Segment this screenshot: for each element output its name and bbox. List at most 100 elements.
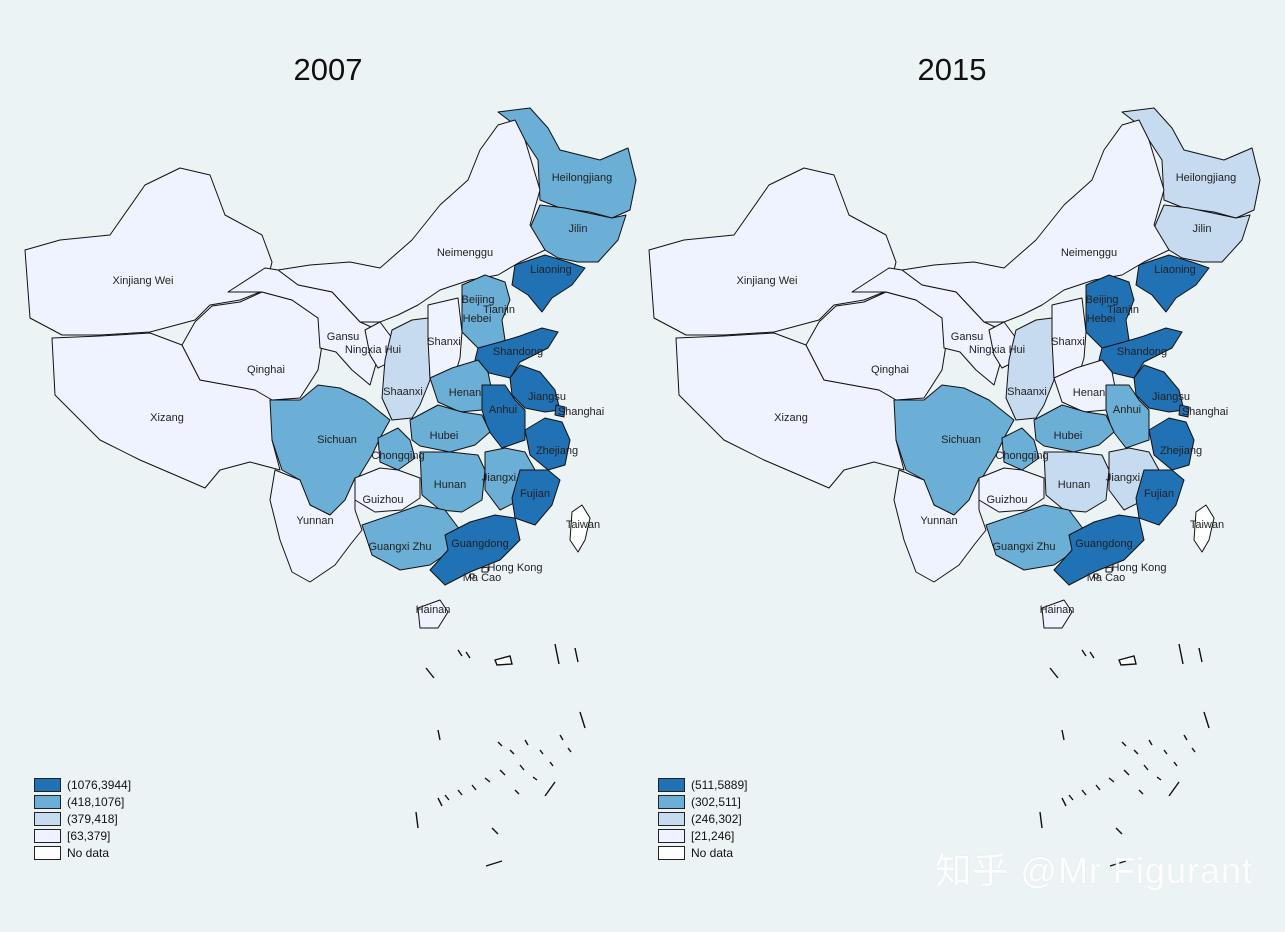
china-map: Heilongjiang Jilin Liaoning Neimenggu Xinjia… — [24, 107, 637, 867]
legend-item: (418,1076] — [34, 793, 131, 810]
legend-label: (511,5889] — [691, 777, 748, 792]
province-liaoning — [511, 254, 586, 313]
south-china-sea-island — [1089, 651, 1095, 659]
province-label-hubei: Hubei — [1054, 430, 1083, 442]
province-label-beijing: Beijing — [1085, 294, 1118, 306]
south-china-sea-island — [539, 749, 544, 755]
south-china-sea-island — [1118, 655, 1137, 666]
province-yunnan — [893, 469, 987, 583]
legend-swatch — [658, 845, 685, 860]
south-china-sea-island — [444, 794, 450, 801]
south-china-sea-island — [549, 761, 554, 767]
map-legend: (511,5889] (302,511] (246,302] [21,246] … — [658, 776, 748, 861]
legend-swatch — [34, 777, 61, 792]
province-label-jilin: Jilin — [569, 223, 588, 235]
province-label-gansu: Gansu — [951, 331, 983, 343]
south-china-sea-island — [437, 729, 441, 741]
legend-swatch — [34, 811, 61, 826]
province-label-sichuan: Sichuan — [317, 434, 357, 446]
legend-item: (511,5889] — [658, 776, 748, 793]
south-china-sea-island — [514, 789, 520, 795]
legend-swatch — [34, 828, 61, 843]
province-label-hunan: Hunan — [1058, 479, 1090, 491]
province-label-hunan: Hunan — [434, 479, 466, 491]
province-label-chongqing: Chongqing — [995, 450, 1048, 462]
south-china-sea-island — [497, 741, 503, 747]
south-china-sea-island — [1049, 667, 1059, 679]
province-label-beijing: Beijing — [461, 294, 494, 306]
south-china-sea-island — [484, 777, 491, 783]
province-guangdong — [429, 514, 521, 586]
province-label-hainan: Hainan — [1040, 604, 1075, 616]
legend-swatch — [34, 845, 61, 860]
south-china-sea-island — [1121, 741, 1127, 747]
province-label-heilongjiang: Heilongjiang — [1176, 172, 1237, 184]
province-hunan — [419, 451, 486, 513]
province-label-shaanxi: Shaanxi — [383, 386, 423, 398]
province-hongkong — [1105, 566, 1113, 573]
province-label-xizang: Xizang — [774, 412, 808, 424]
south-china-sea-island — [499, 769, 506, 776]
province-taiwan — [569, 504, 591, 553]
map-title: 2007 — [293, 52, 363, 87]
province-yunnan — [269, 469, 363, 583]
province-sichuan — [269, 384, 391, 516]
south-china-sea-island — [1061, 797, 1067, 807]
province-label-tianjin: Tianjin — [1107, 304, 1139, 316]
south-china-sea-island — [519, 764, 525, 771]
map-title: 2015 — [917, 52, 987, 87]
province-hainan — [417, 599, 449, 629]
province-label-guangdong: Guangdong — [1075, 538, 1133, 550]
province-anhui — [1105, 384, 1150, 449]
province-label-ningxia: Ningxia Hui — [969, 344, 1025, 356]
province-label-anhui: Anhui — [1113, 404, 1141, 416]
south-china-sea-island — [574, 647, 579, 663]
china-map: Heilongjiang Jilin Liaoning Neimenggu Xinjia… — [648, 107, 1261, 867]
province-chongqing — [1001, 427, 1040, 471]
south-china-sea-island — [1133, 749, 1139, 755]
province-label-guangxi: Guangxi Zhu — [369, 541, 432, 553]
province-liaoning — [1135, 254, 1210, 313]
province-label-neimenggu: Neimenggu — [437, 247, 493, 259]
south-china-sea-island — [1138, 789, 1144, 795]
province-label-zhejiang: Zhejiang — [1160, 445, 1202, 457]
province-label-shanghai: Shanghai — [1182, 406, 1229, 418]
province-label-xinjiang: Xinjiang Wei — [113, 275, 174, 287]
south-china-sea-island — [1148, 739, 1153, 746]
south-china-sea-island — [544, 781, 556, 797]
south-china-sea-island — [465, 651, 471, 659]
province-label-hongkong: Hong Kong — [1111, 562, 1166, 574]
province-label-guangdong: Guangdong — [451, 538, 509, 550]
province-label-guangxi: Guangxi Zhu — [993, 541, 1056, 553]
province-label-hongkong: Hong Kong — [487, 562, 542, 574]
province-label-henan: Henan — [449, 387, 481, 399]
south-china-sea-island — [579, 711, 586, 729]
province-fujian — [511, 469, 561, 526]
province-label-fujian: Fujian — [520, 488, 550, 500]
south-china-sea-island — [1168, 781, 1180, 797]
legend-label: (246,302] — [691, 811, 742, 826]
province-hubei — [409, 404, 491, 453]
province-gansu — [851, 267, 1005, 386]
south-china-sea-island — [1039, 811, 1043, 829]
south-china-sea-island — [437, 797, 443, 807]
province-label-shanxi: Shanxi — [427, 336, 461, 348]
south-china-sea-island — [1081, 649, 1087, 657]
province-label-taiwan: Taiwan — [1190, 519, 1224, 531]
south-china-sea-island — [1123, 769, 1130, 776]
legend-item: [21,246] — [658, 827, 748, 844]
province-label-anhui: Anhui — [489, 404, 517, 416]
province-shaanxi — [381, 317, 431, 421]
province-label-gansu: Gansu — [327, 331, 359, 343]
province-heilongjiang — [497, 107, 637, 219]
province-shanghai — [1178, 404, 1190, 418]
province-label-hebei: Hebei — [1087, 313, 1116, 325]
province-label-hebei: Hebei — [463, 313, 492, 325]
legend-label: No data — [67, 845, 110, 860]
south-china-sea-island — [1081, 789, 1087, 796]
south-china-sea-island — [1183, 734, 1188, 741]
province-label-xizang: Xizang — [150, 412, 184, 424]
legend-item: (302,511] — [658, 793, 748, 810]
province-label-henan: Henan — [1073, 387, 1105, 399]
south-china-sea-island — [559, 734, 564, 741]
